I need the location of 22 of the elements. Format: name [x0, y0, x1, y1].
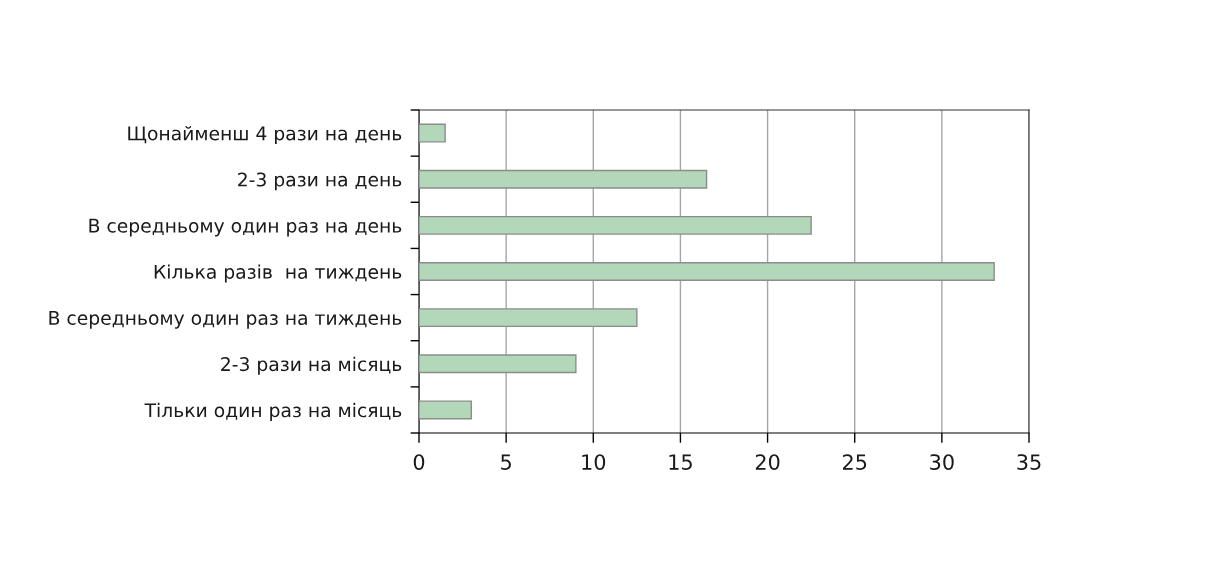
x-tick-label: 30 [930, 454, 954, 470]
y-tick-label: 2-3 рази на день [238, 172, 402, 191]
bar [419, 354, 577, 374]
x-tick-label: 35 [1017, 454, 1041, 470]
y-tick-label: В середньому один раз на тиждень [49, 311, 402, 329]
bar [419, 308, 638, 328]
bar [419, 262, 995, 281]
y-tick-label: Щонайменш 4 рази на день [128, 126, 402, 145]
x-tick-label: 20 [755, 454, 780, 470]
bar [419, 123, 446, 143]
x-tick-label: 25 [842, 454, 867, 470]
y-tick-label: Кілька разів на тиждень [154, 264, 402, 283]
x-tick-label: 10 [582, 454, 606, 470]
y-tick-label: В середньому один раз на день [89, 218, 402, 237]
x-tick-label: 5 [501, 454, 511, 470]
bar [419, 169, 708, 189]
bar [419, 400, 472, 420]
x-tick-label: 0 [413, 454, 425, 470]
y-tick-label: 2-3 рази на місяць [221, 356, 402, 375]
x-tick-label: 15 [669, 454, 692, 470]
y-tick-label: Тільки один раз на місяць [144, 402, 402, 421]
bar [419, 215, 812, 235]
